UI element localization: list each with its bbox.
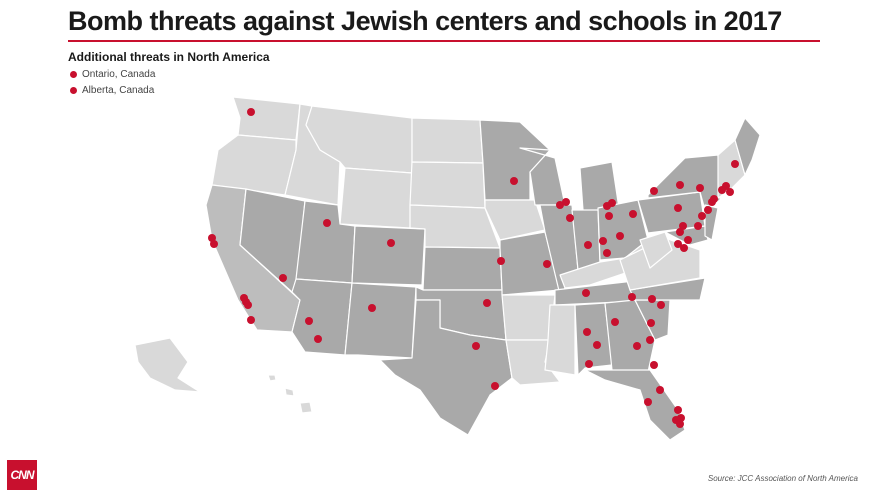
state-ks bbox=[422, 246, 503, 291]
threat-marker bbox=[680, 244, 688, 252]
threat-marker bbox=[491, 382, 499, 390]
legend-item-ontario: Ontario, Canada bbox=[70, 69, 155, 80]
state-sd bbox=[409, 161, 486, 209]
threat-marker bbox=[648, 295, 656, 303]
threat-marker bbox=[314, 335, 322, 343]
threat-marker bbox=[679, 222, 687, 230]
threat-marker bbox=[593, 341, 601, 349]
threat-marker bbox=[644, 398, 652, 406]
threat-marker bbox=[556, 201, 564, 209]
threat-marker bbox=[247, 108, 255, 116]
legend-label-ontario: Ontario, Canada bbox=[82, 69, 156, 80]
state-wv bbox=[639, 231, 673, 269]
threat-marker bbox=[676, 228, 684, 236]
threat-marker bbox=[543, 260, 551, 268]
threat-marker bbox=[672, 416, 680, 424]
threat-marker bbox=[694, 222, 702, 230]
threat-marker bbox=[710, 195, 718, 203]
threat-marker bbox=[497, 257, 505, 265]
threat-marker bbox=[674, 240, 682, 248]
state-hi2 bbox=[284, 387, 295, 397]
threat-marker bbox=[603, 249, 611, 257]
legend-dot-icon bbox=[70, 87, 77, 94]
source-note: Source: JCC Association of North America bbox=[707, 474, 858, 483]
state-me bbox=[734, 117, 761, 176]
state-ar bbox=[501, 294, 556, 341]
state-tx bbox=[379, 299, 513, 436]
threat-marker bbox=[599, 237, 607, 245]
threat-marker bbox=[646, 336, 654, 344]
legend-dot-icon bbox=[70, 71, 77, 78]
state-ga bbox=[604, 299, 656, 373]
state-al bbox=[574, 302, 613, 376]
threat-marker bbox=[674, 406, 682, 414]
threat-marker bbox=[244, 301, 252, 309]
threat-marker bbox=[584, 241, 592, 249]
threat-marker bbox=[583, 328, 591, 336]
threat-marker bbox=[676, 181, 684, 189]
threat-marker bbox=[210, 240, 218, 248]
threat-marker bbox=[608, 199, 616, 207]
threat-marker bbox=[731, 160, 739, 168]
state-fl bbox=[584, 369, 686, 441]
threat-marker bbox=[510, 177, 518, 185]
state-hi1 bbox=[267, 374, 277, 382]
threat-marker bbox=[684, 236, 692, 244]
state-wi bbox=[519, 147, 566, 206]
threat-marker bbox=[633, 342, 641, 350]
threat-marker bbox=[657, 301, 665, 309]
state-nm bbox=[344, 282, 417, 359]
state-az bbox=[291, 278, 353, 356]
state-ak bbox=[134, 337, 201, 393]
threat-marker bbox=[247, 316, 255, 324]
threat-marker bbox=[566, 214, 574, 222]
state-nd bbox=[411, 117, 484, 164]
threat-marker bbox=[628, 293, 636, 301]
cnn-logo: CNN bbox=[7, 460, 37, 490]
threat-marker bbox=[704, 206, 712, 214]
threat-marker bbox=[650, 361, 658, 369]
state-wy bbox=[339, 167, 413, 229]
threat-marker bbox=[611, 318, 619, 326]
legend-item-alberta: Alberta, Canada bbox=[70, 85, 154, 96]
state-mn bbox=[479, 119, 551, 201]
threat-marker bbox=[305, 317, 313, 325]
threat-marker bbox=[616, 232, 624, 240]
threat-marker bbox=[472, 342, 480, 350]
threat-marker bbox=[698, 212, 706, 220]
legend-label-alberta: Alberta, Canada bbox=[82, 85, 155, 96]
state-co bbox=[351, 225, 426, 286]
threat-marker bbox=[323, 219, 331, 227]
threat-marker bbox=[696, 184, 704, 192]
threat-marker bbox=[650, 187, 658, 195]
threat-marker bbox=[368, 304, 376, 312]
threat-marker bbox=[674, 204, 682, 212]
threat-marker bbox=[387, 239, 395, 247]
threat-marker bbox=[647, 319, 655, 327]
threat-marker bbox=[279, 274, 287, 282]
threat-marker bbox=[605, 212, 613, 220]
threat-marker bbox=[629, 210, 637, 218]
threat-marker bbox=[585, 360, 593, 368]
state-wa bbox=[232, 96, 301, 141]
title-rule bbox=[68, 40, 820, 42]
map-subtitle: Additional threats in North America bbox=[68, 50, 270, 64]
state-ms bbox=[544, 304, 576, 376]
map-title: Bomb threats against Jewish centers and … bbox=[68, 6, 782, 36]
threat-marker bbox=[656, 386, 664, 394]
threat-marker bbox=[483, 299, 491, 307]
state-md bbox=[664, 225, 709, 246]
state-hi3 bbox=[299, 401, 313, 414]
threat-marker bbox=[582, 289, 590, 297]
threat-marker bbox=[726, 188, 734, 196]
threat-marker bbox=[718, 186, 726, 194]
state-ia bbox=[484, 199, 546, 241]
threat-marker bbox=[562, 198, 570, 206]
